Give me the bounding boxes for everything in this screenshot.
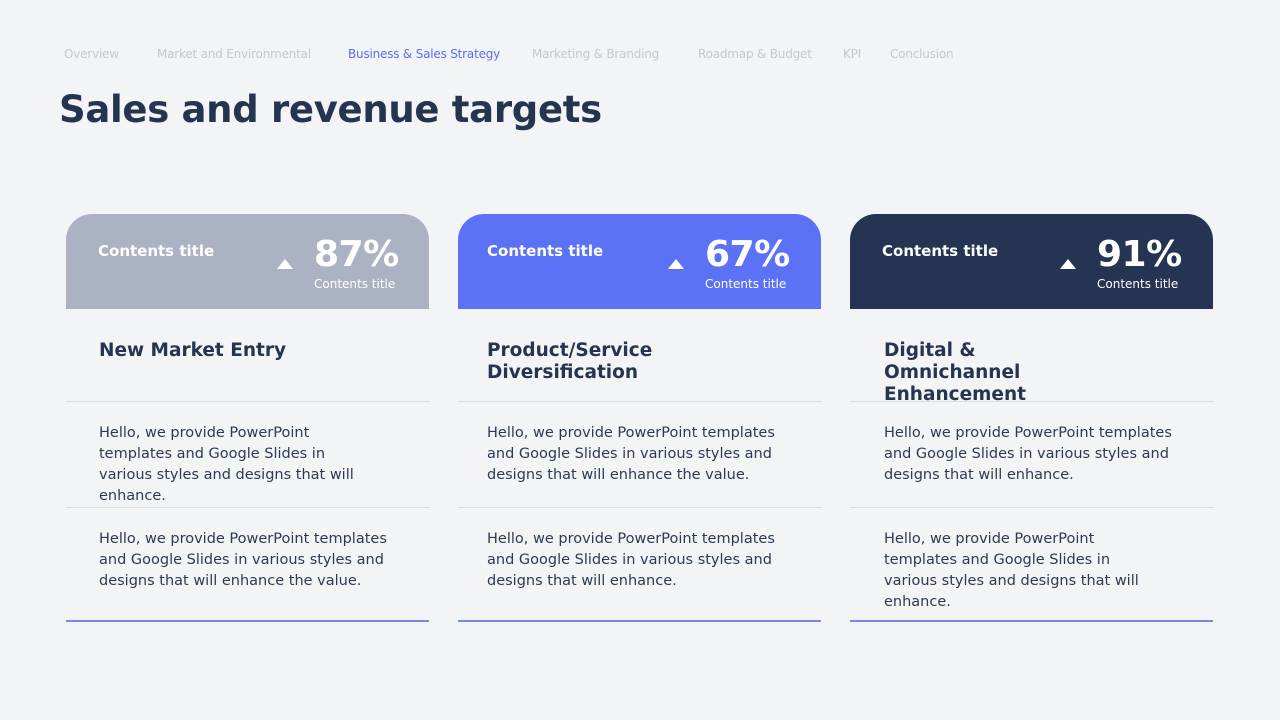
card-percent: 91%	[1097, 234, 1182, 275]
card-percent-label: Contents title	[705, 277, 787, 291]
card-header: Contents title 67% Contents title	[458, 214, 821, 309]
card-paragraph: Hello, we provide PowerPoint templates a…	[487, 425, 775, 483]
divider	[66, 401, 430, 402]
nav-item-business-sales-strategy[interactable]: Business & Sales Strategy	[348, 47, 501, 61]
card-name: New Market Entry	[99, 340, 287, 361]
card-bottom-accent	[850, 620, 1213, 622]
nav-item-marketing-branding[interactable]: Marketing & Branding	[532, 47, 660, 61]
divider	[850, 507, 1214, 508]
card-name: Product/Service Diversification	[487, 340, 653, 383]
card-header: Contents title 91% Contents title	[850, 214, 1213, 309]
card-bottom-accent	[66, 620, 429, 622]
target-card-digital-omnichannel: Contents title 91% Contents title Digita…	[850, 214, 1214, 623]
arrow-up-icon	[1060, 259, 1076, 269]
nav-item-conclusion[interactable]: Conclusion	[890, 47, 954, 61]
target-card-new-market-entry: Contents title 87% Contents title New Ma…	[66, 214, 430, 623]
card-percent-label: Contents title	[1097, 277, 1179, 291]
card-percent: 67%	[705, 234, 790, 275]
card-paragraph: Hello, we provide PowerPoint templates a…	[487, 531, 775, 589]
card-name: Digital & Omnichannel Enhancement	[884, 340, 1026, 405]
card-bottom-accent	[458, 620, 821, 622]
nav-item-market-environmental[interactable]: Market and Environmental	[157, 47, 311, 61]
card-header-title: Contents title	[98, 242, 215, 260]
section-nav: Overview Market and Environmental Busine…	[0, 47, 1280, 63]
card-paragraph: Hello, we provide PowerPoint templates a…	[99, 531, 387, 589]
card-percent: 87%	[314, 234, 399, 275]
card-paragraph: Hello, we provide PowerPoint templates a…	[99, 425, 354, 504]
target-card-product-service-diversification: Contents title 67% Contents title Produc…	[458, 214, 822, 623]
divider	[458, 507, 822, 508]
card-paragraph: Hello, we provide PowerPoint templates a…	[884, 531, 1139, 610]
card-header: Contents title 87% Contents title	[66, 214, 429, 309]
card-paragraph: Hello, we provide PowerPoint templates a…	[884, 425, 1172, 483]
card-header-title: Contents title	[882, 242, 999, 260]
arrow-up-icon	[277, 259, 293, 269]
divider	[850, 401, 1214, 402]
nav-item-roadmap-budget[interactable]: Roadmap & Budget	[698, 47, 812, 61]
divider	[458, 401, 822, 402]
arrow-up-icon	[668, 259, 684, 269]
page-title: Sales and revenue targets	[59, 88, 602, 131]
nav-item-kpi[interactable]: KPI	[843, 47, 862, 61]
card-header-title: Contents title	[487, 242, 604, 260]
divider	[66, 507, 430, 508]
nav-item-overview[interactable]: Overview	[64, 47, 119, 61]
card-percent-label: Contents title	[314, 277, 396, 291]
